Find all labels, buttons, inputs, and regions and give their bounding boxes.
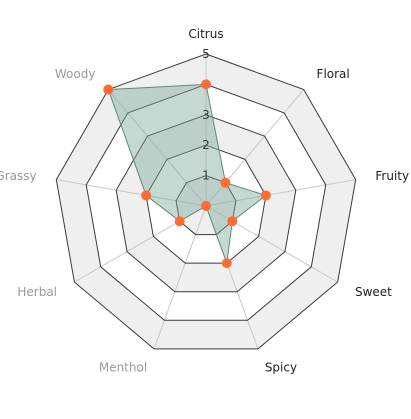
tick-label-3: 3 — [202, 108, 210, 122]
axis-label-grassy: Grassy — [0, 169, 37, 183]
axis-label-fruity: Fruity — [375, 169, 409, 183]
axis-label-spicy: Spicy — [265, 361, 297, 375]
grid-ring-1 — [175, 175, 237, 236]
axis-spoke-fruity — [205, 179, 356, 207]
axis-spoke-grassy — [56, 179, 207, 207]
grid-ring-4 — [85, 83, 327, 321]
data-point-herbal — [174, 216, 185, 227]
series-area-polygon — [107, 83, 267, 264]
tick-label-1: 1 — [202, 169, 210, 183]
axis-label-woody: Woody — [55, 67, 96, 81]
axis-labels: Citrus Floral Fruity Sweet Spicy Menthol Herba… — [0, 27, 409, 375]
data-point-menthol — [201, 201, 211, 211]
axis-label-herbal: Herbal — [17, 285, 57, 299]
data-point-grassy — [141, 190, 152, 201]
data-points — [103, 79, 271, 269]
axis-label-sweet: Sweet — [355, 285, 392, 299]
axis-spoke-sweet — [205, 205, 338, 283]
data-point-floral — [220, 177, 231, 188]
data-point-woody — [103, 84, 114, 95]
data-point-spicy — [221, 258, 232, 269]
grid-rings — [55, 53, 357, 350]
data-point-fruity — [260, 190, 271, 201]
axis-label-citrus: Citrus — [188, 27, 223, 41]
tick-label-5: 5 — [202, 47, 210, 61]
data-point-citrus — [201, 79, 211, 90]
grid-ring-5 — [55, 53, 357, 350]
axis-spoke-woody — [107, 89, 207, 207]
axis-spoke-floral — [205, 89, 305, 207]
series-area — [107, 83, 267, 264]
grid-ring-3 — [115, 114, 297, 293]
axis-label-floral: Floral — [317, 67, 350, 81]
tick-label-2: 2 — [202, 138, 210, 152]
axis-spoke-menthol — [153, 205, 207, 350]
grid-ring-2 — [145, 144, 267, 264]
data-point-sweet — [227, 216, 238, 227]
axis-label-menthol: Menthol — [99, 361, 147, 375]
